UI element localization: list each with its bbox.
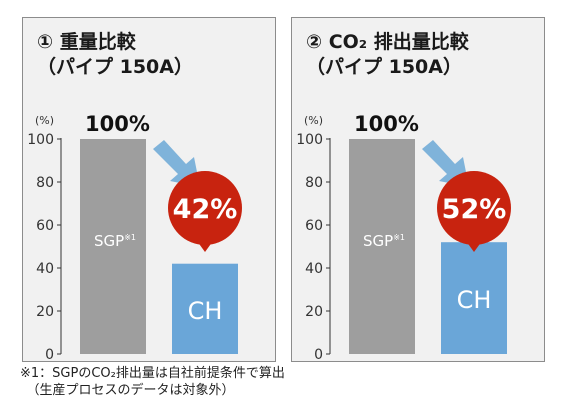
chart-panel-co2: ② CO₂ 排出量比較 （パイプ 150A） (%) 0 20 40 60 80 100 SG… (291, 17, 545, 363)
footnote-marker: ※1 (393, 233, 405, 242)
chart-title: ② CO₂ 排出量比較 （パイプ 150A） (306, 30, 469, 80)
footnote-line-1: ※1：SGPのCO₂排出量は自社前提条件で算出 (20, 366, 285, 381)
y-tick-label: 0 (314, 347, 323, 363)
data-label-ch: 42% (173, 194, 238, 225)
y-axis-unit-label: (%) (304, 114, 323, 127)
y-tick-label: 40 (36, 261, 54, 277)
chart-panel-weight: ① 重量比較 （パイプ 150A） (%) 0 20 40 60 80 100 SGP※1 CH… (22, 17, 276, 363)
category-label-ch: CH (188, 297, 223, 325)
y-tick-label: 60 (305, 218, 323, 234)
footnote-marker: ※1 (124, 233, 136, 242)
footnote-line-2: （生産プロセスのデータは対象外） (20, 383, 235, 398)
y-tick-label: 60 (36, 218, 54, 234)
y-tick-label: 100 (296, 132, 323, 148)
chart-subtitle: （パイプ 150A） (306, 56, 462, 78)
value-badge (168, 171, 242, 245)
chart-subtitle: （パイプ 150A） (37, 56, 193, 78)
data-label-ch: 52% (442, 194, 507, 225)
y-tick-label: 80 (36, 175, 54, 191)
y-tick-label: 40 (305, 261, 323, 277)
y-tick-label: 20 (36, 304, 54, 320)
bar-sgp (80, 139, 146, 354)
chart-title-main: ① 重量比較 (37, 31, 136, 53)
bar-ch (172, 263, 238, 354)
data-label-sgp: 100% (354, 112, 419, 136)
footnote: ※1：SGPのCO₂排出量は自社前提条件で算出 （生産プロセスのデータは対象外） (20, 365, 285, 399)
y-axis-unit-label: (%) (35, 114, 54, 127)
y-tick-label: 80 (305, 175, 323, 191)
y-tick-label: 100 (27, 132, 54, 148)
chart-title: ① 重量比較 （パイプ 150A） (37, 30, 193, 80)
bar-sgp (349, 139, 415, 354)
y-tick-label: 0 (45, 347, 54, 363)
chart-title-main: ② CO₂ 排出量比較 (306, 31, 469, 53)
data-label-sgp: 100% (85, 112, 150, 136)
category-label-ch: CH (457, 286, 492, 314)
value-badge (437, 171, 511, 245)
bar-ch (441, 242, 507, 354)
y-tick-label: 20 (305, 304, 323, 320)
